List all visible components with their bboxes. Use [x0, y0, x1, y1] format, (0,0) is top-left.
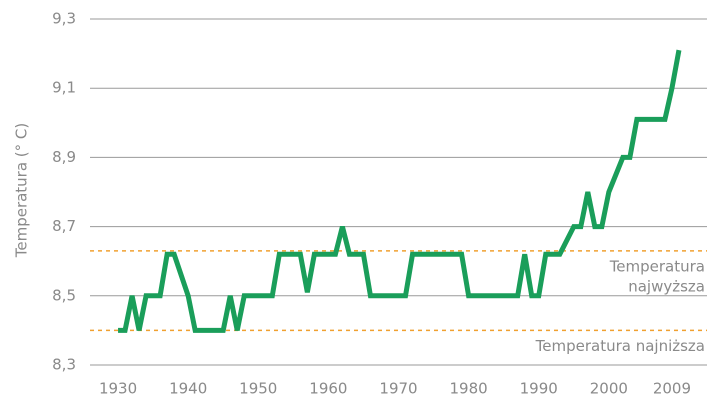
data-line — [118, 49, 682, 333]
y-tick-label: 9,3 — [52, 10, 76, 28]
x-tick-label: 1980 — [450, 380, 488, 398]
annotation-text: Temperatura najniższa — [535, 337, 705, 355]
x-tick-label: 2000 — [590, 380, 628, 398]
x-tick-label: 1960 — [309, 380, 347, 398]
y-axis-label: Temperatura (° C) — [13, 123, 31, 259]
x-tick-label: 2009 — [653, 380, 691, 398]
y-tick-label: 8,3 — [52, 356, 76, 374]
annotation-text: Temperatura — [609, 257, 705, 275]
y-tick-label: 9,1 — [52, 79, 76, 97]
x-tick-label: 1970 — [379, 380, 417, 398]
x-tick-label: 1940 — [169, 380, 207, 398]
y-tick-label: 8,7 — [52, 217, 76, 235]
y-tick-label: 8,5 — [52, 286, 76, 304]
y-tick-label: 8,9 — [52, 148, 76, 166]
x-tick-label: 1990 — [520, 380, 558, 398]
x-tick-label: 1930 — [99, 380, 137, 398]
annotation-text: najwyższa — [628, 277, 705, 295]
x-tick-label: 1950 — [239, 380, 277, 398]
